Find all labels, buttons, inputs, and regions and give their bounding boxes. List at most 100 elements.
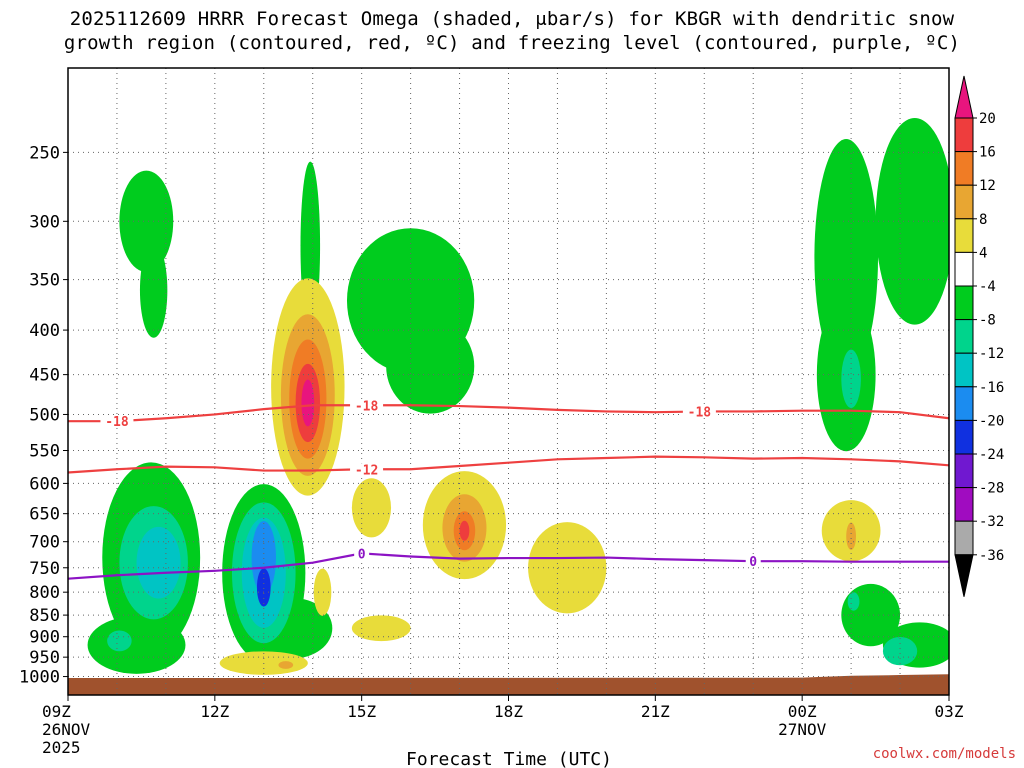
chart-title-line-1: 2025112609 HRRR Forecast Omega (shaded, … [69,8,955,30]
y-axis: 2503003504004505005506006507007508008509… [19,143,68,688]
y-tick-label-950: 950 [29,648,60,668]
omega-feature-23 [251,521,277,594]
colorbar-bin-4-to-8 [954,218,974,253]
colorbar-bin--12-to--8 [954,319,974,354]
colorbar-bin-12-to-16 [954,151,974,186]
y-tick-label-400: 400 [29,321,60,341]
colorbar-bin-16-to-20 [954,117,974,153]
omega-feature-13 [301,379,315,427]
y-tick-label-450: 450 [29,366,60,386]
omega-feature-24 [256,568,271,607]
colorbar-label-8: -16 [979,380,1004,396]
contour-label-bg--12-0 [350,463,384,476]
colorbar-bin--16-to--12 [954,352,974,388]
omega-feature-26 [313,568,332,616]
omega-feature-17 [136,526,181,599]
y-tick-label-900: 900 [29,628,60,648]
colorbar-label-12: -32 [979,514,1004,530]
omega-feature-7 [875,118,949,325]
contour-label--12-0: -12 [355,463,378,478]
contour-label-0-0: 0 [358,547,366,562]
omega-feature-15 [87,616,186,674]
colorbar-bin--24-to--20 [954,419,974,455]
colorbar-bin--4-to-4 [954,251,974,287]
contour-line-0 [68,552,949,580]
colorbar-label-3: 8 [979,212,987,228]
y-tick-label-550: 550 [29,442,60,462]
colorbar-bottom-triangle [954,554,974,597]
x-tick-sublabel-date-0: 26NOV [42,720,91,739]
omega-feature-34 [528,522,607,614]
omega-feature-25 [351,478,392,538]
y-tick-label-350: 350 [29,271,60,291]
x-tick-label-6: 03Z [935,702,964,721]
colorbar-bin--36-to--32 [954,520,974,556]
colorbar-label-10: -24 [979,447,1004,463]
x-tick-label-5: 00Z [788,702,817,721]
y-tick-label-600: 600 [29,474,60,494]
y-tick-label-800: 800 [29,583,60,603]
colorbar-label-2: 12 [979,178,996,194]
colorbar-top-triangle [954,75,974,119]
x-tick-sublabel-year-0: 2025 [42,738,81,757]
omega-shading-layer [68,118,949,695]
x-tick-label-0: 09Z [42,702,71,721]
colorbar-bin--28-to--24 [954,453,974,489]
omega-feature-40 [882,636,918,666]
colorbar-label-11: -28 [979,481,1004,497]
omega-feature-18 [107,630,132,652]
contour-label-bg--18-0 [100,415,134,428]
x-tick-label-2: 15Z [347,702,376,721]
y-tick-label-850: 850 [29,606,60,626]
omega-feature-39 [847,592,860,611]
colorbar-label-0: 20 [979,111,996,127]
credit-text: coolwx.com/models [872,746,1016,762]
x-axis-label: Forecast Time (UTC) [406,749,612,768]
contour-line--12 [68,455,949,474]
omega-feature-4 [386,318,475,414]
omega-feature-29 [278,661,294,669]
y-tick-label-650: 650 [29,505,60,525]
colorbar-label-7: -12 [979,346,1004,362]
colorbar-label-5: -4 [979,279,996,295]
y-tick-label-700: 700 [29,533,60,553]
y-tick-label-250: 250 [29,143,60,163]
colorbar-label-6: -8 [979,313,996,329]
contour-label--18-2: -18 [688,406,712,421]
plot-background [68,68,949,695]
terrain-fill [68,674,949,695]
omega-feature-36 [846,522,857,550]
x-tick-label-4: 21Z [641,702,670,721]
x-tick-sublabel-date-5: 27NOV [778,720,827,739]
colorbar-bin--20-to--16 [954,386,974,421]
omega-feature-27 [351,615,411,642]
contour-line--18 [68,404,949,423]
x-tick-label-3: 18Z [494,702,523,721]
colorbar-label-1: 16 [979,145,996,161]
y-tick-label-300: 300 [29,212,60,232]
colorbar-label-4: 4 [979,245,987,261]
contour-label--18-0: -18 [105,415,129,430]
contour-label--18-1: -18 [355,399,379,414]
omega-feature-1 [119,170,174,273]
chart-title-line-2: growth region (contoured, red, ºC) and f… [63,32,961,54]
y-tick-label-750: 750 [29,559,60,579]
contour-label-0-1: 0 [749,555,757,570]
contour-label-bg-0-0 [354,547,370,560]
grid-layer [68,68,949,695]
contour-label-bg--18-2 [682,405,716,418]
colorbar-bin-8-to-12 [954,184,974,220]
colorbar-label-9: -20 [979,413,1004,429]
colorbar-label-13: -36 [979,548,1004,564]
y-tick-label-1000: 1000 [19,668,60,688]
contour-layer: -18 -18 -18 -12 0 0 [68,399,949,580]
colorbar: 20 16 12 8 4 -4 -8 -12 -16 -20 -24 -28 -32 -36 [954,75,1004,597]
contour-label-bg-0-1 [745,555,761,568]
omega-feature-33 [459,520,470,541]
colorbar-bin--8-to--4 [954,285,974,321]
y-tick-label-500: 500 [29,405,60,425]
x-tick-label-1: 12Z [200,702,229,721]
omega-feature-2 [139,242,168,338]
